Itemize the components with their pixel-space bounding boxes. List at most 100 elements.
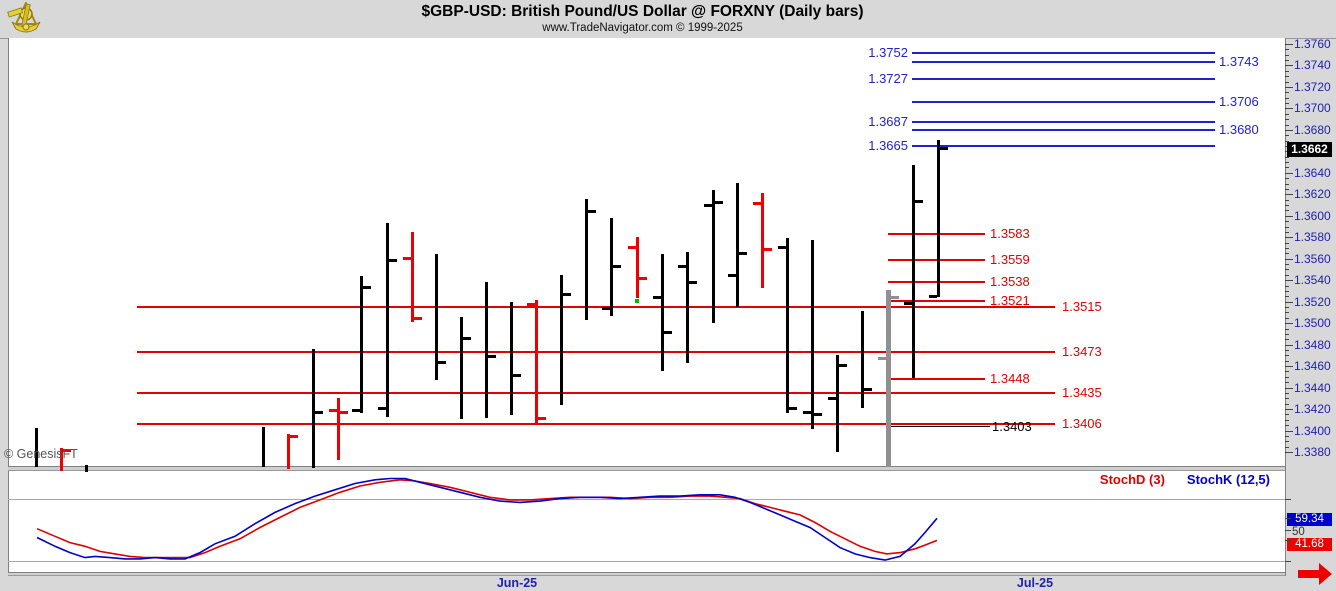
open-tick xyxy=(653,296,661,300)
stoch-axis-tick xyxy=(1285,540,1291,541)
price-axis-tick xyxy=(1285,393,1289,394)
chart-subtitle: www.TradeNavigator.com © 1999-2025 xyxy=(542,22,743,34)
stochastic-panel[interactable] xyxy=(8,471,1285,572)
price-axis-tick xyxy=(1285,355,1289,356)
ohlc-bar xyxy=(85,464,88,473)
price-axis-tick xyxy=(1285,388,1293,389)
price-axis-tick xyxy=(1285,248,1289,249)
open-tick xyxy=(352,409,360,413)
resistance-line xyxy=(912,100,1215,103)
price-axis-tick xyxy=(1285,307,1289,308)
price-axis-tick xyxy=(1285,232,1289,233)
price-axis-tick xyxy=(1285,409,1293,410)
price-axis-tick xyxy=(1285,135,1289,136)
price-axis-tick xyxy=(1285,216,1293,217)
close-tick xyxy=(613,265,621,269)
close-tick xyxy=(513,373,521,377)
price-line-label: 1.3680 xyxy=(1219,121,1259,137)
stoch-axis-tick xyxy=(1285,499,1291,500)
price-axis-label: 1.3540 xyxy=(1294,273,1331,288)
ohlc-bar xyxy=(262,427,265,468)
stoch-chart xyxy=(36,477,938,561)
ohlc-bar xyxy=(386,223,389,417)
close-tick xyxy=(664,330,672,334)
close-tick xyxy=(63,448,71,452)
open-tick xyxy=(929,295,937,299)
price-axis-tick xyxy=(1285,55,1289,56)
genesis-watermark: © GenesisFT xyxy=(4,447,78,461)
price-axis-tick xyxy=(1285,404,1289,405)
open-tick xyxy=(329,409,337,413)
price-axis-tick xyxy=(1285,157,1289,158)
price-axis-tick xyxy=(1285,334,1289,335)
price-line-label: 1.3403 xyxy=(992,419,1032,435)
open-tick xyxy=(803,411,811,415)
price-axis-tick xyxy=(1285,200,1289,201)
price-axis-tick xyxy=(1285,382,1289,383)
price-axis-tick xyxy=(1285,71,1289,72)
price-line-label: 1.3687 xyxy=(868,114,908,130)
open-tick xyxy=(704,204,712,208)
stoch-level-line xyxy=(8,561,1285,562)
price-axis-tick xyxy=(1285,447,1289,448)
open-tick xyxy=(878,356,886,360)
price-axis-tick xyxy=(1285,108,1293,109)
support-line-long xyxy=(137,391,1055,394)
close-tick xyxy=(764,248,772,252)
support-line-short xyxy=(888,258,985,261)
support-line-long xyxy=(137,423,1055,426)
stoch-axis-tick xyxy=(1285,530,1291,531)
ohlc-bar xyxy=(811,240,814,430)
close-tick xyxy=(814,413,822,417)
price-axis-tick xyxy=(1285,114,1289,115)
close-tick xyxy=(463,337,471,341)
price-axis-label: 1.3520 xyxy=(1294,294,1331,309)
price-axis-tick xyxy=(1285,436,1289,437)
price-axis-label: 1.3640 xyxy=(1294,165,1331,180)
ohlc-bar xyxy=(60,447,63,472)
price-axis-tick xyxy=(1285,173,1293,174)
support-line-short xyxy=(888,299,985,302)
support-line-black xyxy=(888,426,990,428)
ohlc-bar xyxy=(786,238,789,414)
price-line-label: 1.3473 xyxy=(1062,344,1102,360)
close-tick xyxy=(315,411,323,415)
price-axis-tick xyxy=(1285,280,1293,281)
price-panel[interactable] xyxy=(8,38,1285,466)
price-line-label: 1.3448 xyxy=(990,370,1030,386)
price-axis-tick xyxy=(1285,371,1289,372)
open-tick xyxy=(904,301,912,305)
open-tick xyxy=(378,406,386,410)
support-line-long xyxy=(137,351,1055,354)
price-axis-tick xyxy=(1285,269,1289,270)
close-tick xyxy=(414,316,422,320)
panel-divider-bottom[interactable] xyxy=(8,572,1285,576)
ohlc-bar xyxy=(886,289,891,468)
stoch-axis-tick xyxy=(1285,518,1291,519)
price-axis-tick xyxy=(1285,291,1289,292)
close-tick xyxy=(290,434,298,438)
panel-divider[interactable] xyxy=(8,466,1285,471)
close-tick xyxy=(864,387,872,391)
resistance-line xyxy=(912,121,1215,124)
price-axis-tick xyxy=(1285,323,1293,324)
price-axis-tick xyxy=(1285,130,1293,131)
price-axis-label: 1.3580 xyxy=(1294,230,1331,245)
price-axis-tick xyxy=(1285,302,1293,303)
price-axis-tick xyxy=(1285,92,1289,93)
ohlc-bar xyxy=(712,190,715,324)
resistance-line xyxy=(912,128,1215,131)
right-arrow-icon[interactable] xyxy=(1296,563,1334,585)
price-axis-tick xyxy=(1285,60,1289,61)
price-axis-tick xyxy=(1285,237,1293,238)
open-tick xyxy=(628,245,636,249)
close-tick xyxy=(588,210,596,214)
close-tick xyxy=(563,293,571,297)
price-axis-label: 1.3760 xyxy=(1294,37,1331,51)
price-line-label: 1.3406 xyxy=(1062,416,1102,432)
open-tick xyxy=(728,273,736,277)
stochk-legend-label: StochK (12,5) xyxy=(1186,472,1270,487)
support-line-short xyxy=(888,233,985,236)
price-axis-tick xyxy=(1285,441,1289,442)
price-axis-label: 1.3720 xyxy=(1294,79,1331,94)
